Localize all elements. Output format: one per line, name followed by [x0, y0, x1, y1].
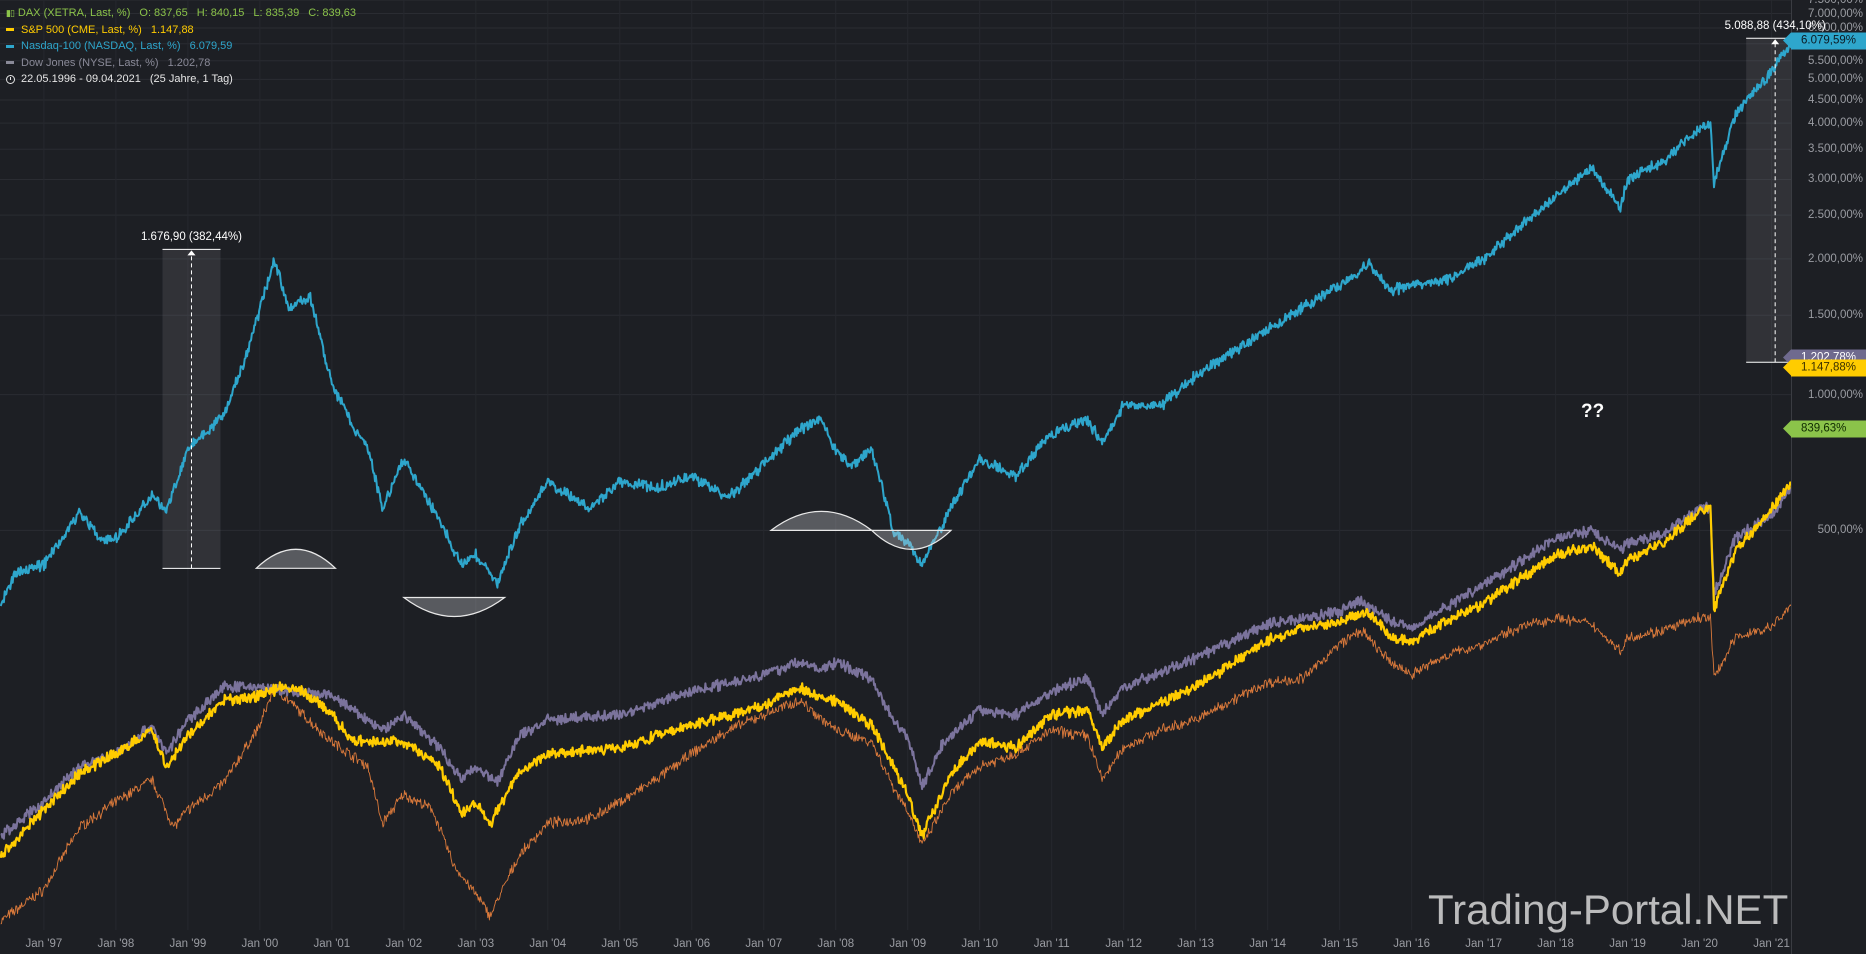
legend-range-span: (25 Jahre, 1 Tag) — [149, 73, 233, 85]
legend-dax-high: H: 840,15 — [196, 7, 245, 19]
x-tick-label: Jan '03 — [457, 938, 495, 950]
x-tick-label: Jan '09 — [889, 938, 927, 950]
legend-spx-value: 1.147,88 — [150, 23, 194, 36]
legend-spx-label: S&P 500 (CME, Last, %) — [21, 23, 142, 36]
arc-bowl-3 — [870, 529, 953, 550]
measure-box-0 — [162, 249, 221, 569]
legend-dji-value: 1.202,78 — [167, 56, 211, 69]
y-tick-label: 7.000,00% — [1808, 7, 1863, 20]
x-tick-label: Jan '14 — [1249, 938, 1287, 950]
x-tick-label: Jan '16 — [1393, 938, 1430, 950]
series-spx — [0, 481, 1791, 859]
x-tick-label: Jan '15 — [1321, 938, 1359, 950]
measure-arrowhead-1 — [1771, 39, 1780, 45]
x-tick-label: Jan '20 — [1681, 938, 1718, 950]
arc-bowl-1 — [402, 596, 507, 617]
pattern-arcs — [254, 510, 953, 617]
legend-dax-close: C: 839,63 — [308, 7, 356, 19]
legend-ndx[interactable]: Nasdaq-100 (NASDAQ, Last, %) 6.079,59 — [6, 38, 356, 55]
measure-label: 1.676,90 (382,44%) — [140, 231, 242, 244]
legend-dji-swatch — [6, 61, 14, 65]
y-tick-label: 3.500,00% — [1808, 143, 1863, 156]
arc-dome-2 — [769, 510, 874, 532]
x-tick-label: Jan '99 — [169, 938, 207, 950]
measure-arrows — [162, 37, 1791, 569]
last-value-badge-ndx: 6.079,59% — [1783, 32, 1866, 50]
legend-ndx-swatch — [6, 44, 14, 48]
x-tick-label: Jan '12 — [1105, 938, 1143, 950]
y-tick-label: 3.000,00% — [1808, 173, 1863, 186]
last-value-badge-spx: 1.147,88% — [1783, 359, 1866, 377]
legend-dji-label: Dow Jones (NYSE, Last, %) — [21, 56, 159, 69]
legend-dax[interactable]: ▮▯ DAX (XETRA, Last, %) O: 837,65 H: 840… — [6, 5, 356, 22]
x-tick-label: Jan '08 — [817, 938, 855, 950]
x-tick-label: Jan '21 — [1753, 938, 1790, 950]
legend-ndx-label: Nasdaq-100 (NASDAQ, Last, %) — [21, 40, 181, 52]
legend-range: 22.05.1996 - 09.04.2021 (25 Jahre, 1 Tag… — [6, 71, 356, 88]
y-tick-label: 4.500,00% — [1808, 94, 1863, 107]
legend-spx-swatch — [6, 28, 14, 32]
y-tick-label: 2.500,00% — [1808, 209, 1863, 222]
y-tick-label: 5.000,00% — [1808, 73, 1863, 86]
x-tick-label: Jan '19 — [1609, 938, 1646, 950]
y-tick-label: 1.500,00% — [1808, 309, 1863, 322]
legend-ndx-value: 6.079,59 — [189, 40, 233, 52]
legend-range-dates: 22.05.1996 - 09.04.2021 — [21, 73, 141, 85]
y-tick-label: 4.000,00% — [1808, 117, 1863, 130]
x-tick-label: Jan '06 — [673, 938, 711, 950]
legend-spx[interactable]: S&P 500 (CME, Last, %) 1.147,88 — [6, 22, 356, 39]
price-axis[interactable]: 500,00% 1.000,00% 1.500,00% 2.000,00% 2.500,… — [1791, 0, 1866, 954]
ohlc-bars-icon: ▮▯ — [6, 8, 15, 18]
y-tick-label: 500,00% — [1817, 524, 1863, 537]
x-tick-label: Jan '97 — [25, 938, 63, 950]
legend-dax-open: O: 837,65 — [139, 7, 188, 19]
last-value-badge-dax: 839,63% — [1783, 420, 1866, 438]
arc-dome-0 — [254, 548, 337, 569]
watermark-logo: Trading-Portal.NET — [1428, 886, 1789, 933]
measure-boxes — [162, 38, 1791, 569]
x-tick-label: Jan '13 — [1177, 938, 1215, 950]
legend-dji[interactable]: Dow Jones (NYSE, Last, %) 1.202,78 — [6, 55, 356, 72]
series-lines — [0, 40, 1791, 925]
x-tick-label: Jan '11 — [1033, 938, 1070, 950]
measure-box-1 — [1746, 38, 1791, 363]
x-tick-label: Jan '17 — [1465, 938, 1502, 950]
measure-label: 5.088,88 (434,10%) — [1724, 20, 1826, 33]
series-ndx — [0, 40, 1791, 607]
question-annotation: ?? — [1581, 401, 1605, 422]
x-tick-label: Jan '18 — [1537, 938, 1574, 950]
legend-dax-low: L: 835,39 — [253, 7, 300, 19]
y-tick-label: 7.500,00% — [1808, 0, 1863, 6]
y-tick-label: 1.000,00% — [1808, 388, 1863, 401]
series-dax — [0, 604, 1791, 925]
x-tick-label: Jan '02 — [385, 938, 423, 950]
legend-dax-label: DAX (XETRA, Last, %) — [17, 7, 131, 19]
legend: ▮▯ DAX (XETRA, Last, %) O: 837,65 H: 840… — [6, 5, 356, 88]
chart-canvas — [0, 0, 1791, 925]
y-tick-label: 6.500,00% — [1808, 22, 1863, 35]
x-tick-label: Jan '07 — [745, 938, 783, 950]
series-dji — [0, 487, 1791, 840]
x-tick-label: Jan '98 — [97, 938, 135, 950]
x-tick-label: Jan '01 — [313, 938, 351, 950]
x-tick-label: Jan '05 — [601, 938, 639, 950]
x-tick-label: Jan '04 — [529, 938, 567, 950]
clock-icon — [6, 74, 15, 84]
x-tick-label: Jan '10 — [961, 938, 999, 950]
x-tick-label: Jan '00 — [241, 938, 279, 950]
measure-arrowhead-0 — [187, 250, 196, 256]
y-tick-label: 5.500,00% — [1808, 54, 1863, 67]
y-tick-label: 2.000,00% — [1808, 252, 1863, 265]
